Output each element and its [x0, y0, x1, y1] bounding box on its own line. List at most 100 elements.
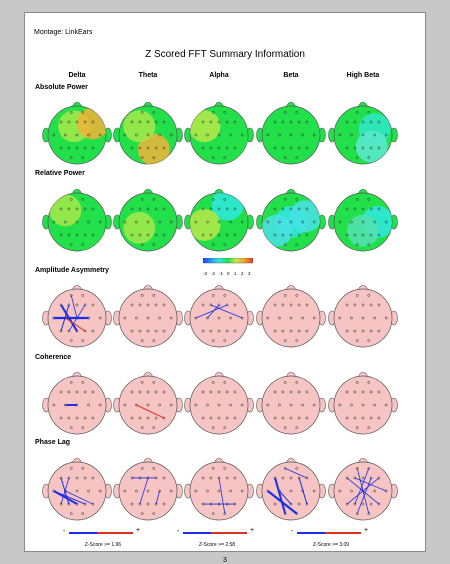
electrode-dot	[289, 220, 293, 224]
electrode-dot	[233, 233, 237, 237]
electrode-dot	[162, 233, 166, 237]
electrode-dot	[169, 220, 173, 224]
electrode-dot	[295, 111, 299, 114]
legend-minus: -	[63, 528, 66, 535]
electrode-dot	[373, 316, 376, 320]
electrode-dot	[91, 120, 95, 124]
map-region	[289, 200, 320, 233]
electrode-dot	[289, 502, 293, 506]
electrode-dot	[225, 303, 229, 307]
electrode-dot	[146, 329, 150, 333]
electrode-dot	[338, 133, 342, 137]
report-page: Montage: LinkEars Z Scored FFT Summary I…	[24, 12, 426, 564]
electrode-dot	[146, 502, 150, 506]
electrode-dot	[233, 207, 237, 211]
electrode-dot	[369, 120, 373, 124]
electrode-dot	[355, 156, 359, 159]
legend-label: Z-Score >= 3.09	[312, 542, 350, 548]
electrode-dot	[295, 294, 299, 297]
connection-line	[298, 477, 308, 505]
electrode-dot	[83, 207, 87, 211]
head-map	[328, 457, 398, 521]
electrode-dot	[162, 146, 166, 150]
electrode-dot	[75, 220, 79, 224]
electrode-dot	[81, 426, 85, 429]
electrode-dot	[278, 220, 281, 224]
electrode-dot	[83, 146, 87, 150]
head-map	[184, 457, 254, 521]
electrode-dot	[169, 133, 173, 137]
electrode-dot	[146, 233, 150, 237]
electrode-dot	[361, 476, 365, 480]
electrode-dot	[162, 476, 166, 480]
electrode-dot	[152, 156, 156, 159]
connection-line	[285, 468, 308, 479]
connection-line	[155, 490, 160, 505]
head-nose	[357, 101, 369, 108]
head-map	[184, 284, 254, 348]
head-map	[184, 101, 254, 165]
electrode-dot	[283, 467, 287, 470]
electrode-dot	[209, 207, 213, 211]
electrode-dot	[52, 133, 56, 137]
electrode-dot	[289, 329, 293, 333]
electrode-dot	[81, 294, 85, 297]
electrode-dot	[295, 426, 299, 429]
electrode-dot	[206, 133, 209, 137]
head-map	[184, 188, 254, 252]
electrode-dot	[283, 156, 287, 159]
electrode-dot	[229, 403, 232, 407]
electrode-dot	[87, 133, 90, 137]
electrode-dot	[59, 233, 63, 237]
electrode-dot	[130, 303, 134, 307]
electrode-dot	[367, 426, 371, 429]
head-map	[113, 284, 183, 348]
electrode-dot	[64, 133, 67, 137]
electrode-dot	[146, 390, 150, 394]
electrode-dot	[353, 390, 357, 394]
electrode-dot	[223, 426, 227, 429]
legend-plus: +	[364, 527, 369, 534]
head-nose	[213, 371, 225, 378]
head-nose	[285, 101, 297, 108]
electrode-dot	[361, 233, 365, 237]
electrode-dot	[201, 120, 205, 124]
electrode-dot	[69, 467, 73, 470]
electrode-dot	[162, 303, 166, 307]
electrode-dot	[223, 198, 227, 201]
map-region	[190, 208, 221, 241]
electrode-dot	[169, 403, 173, 407]
electrode-dot	[289, 476, 293, 480]
electrode-dot	[367, 294, 371, 297]
connection-line	[210, 304, 243, 319]
electrode-dot	[211, 198, 215, 201]
connection-line	[60, 477, 70, 505]
electrode-dot	[233, 476, 237, 480]
electrode-dot	[194, 133, 198, 137]
electrode-dot	[233, 303, 237, 307]
electrode-dot	[233, 329, 237, 333]
electrode-dot	[361, 207, 365, 211]
electrode-dot	[373, 403, 376, 407]
electrode-dot	[59, 416, 63, 420]
electrode-dot	[87, 220, 90, 224]
head-map	[42, 457, 112, 521]
head-nose	[357, 284, 369, 291]
electrode-dot	[75, 489, 79, 493]
electrode-dot	[217, 316, 221, 320]
electrode-dot	[81, 111, 85, 114]
electrode-dot	[301, 133, 304, 137]
electrode-dot	[217, 303, 221, 307]
connection-line	[274, 477, 287, 514]
electrode-dot	[297, 207, 301, 211]
electrode-dot	[345, 233, 349, 237]
electrode-dot	[211, 467, 215, 470]
legend-plus: +	[136, 527, 141, 534]
electrode-dot	[361, 390, 365, 394]
electrode-dot	[223, 467, 227, 470]
electrode-dot	[154, 146, 158, 150]
electrode-dot	[240, 489, 244, 493]
head-map	[256, 371, 326, 435]
head-nose	[71, 457, 83, 464]
map-region	[123, 211, 156, 244]
